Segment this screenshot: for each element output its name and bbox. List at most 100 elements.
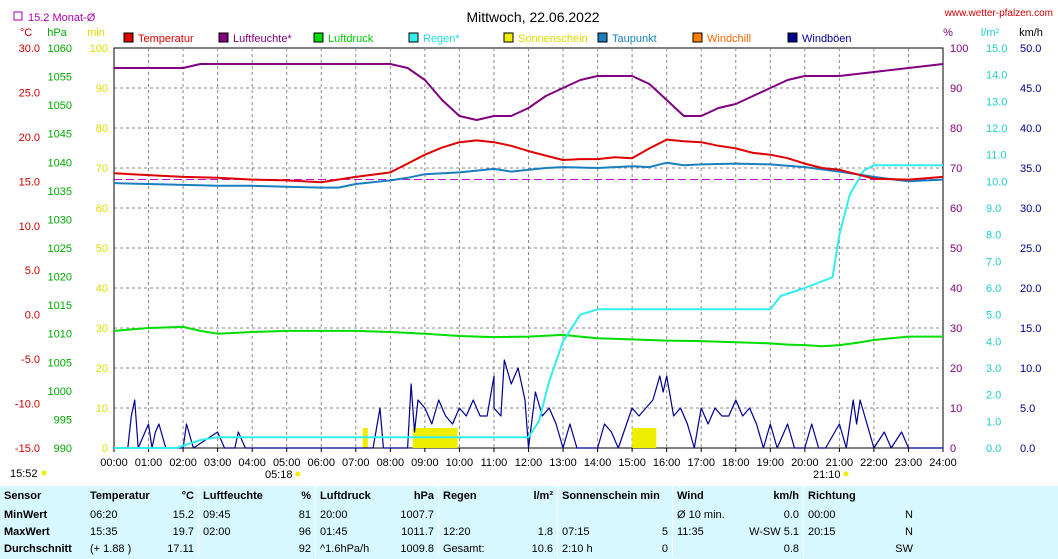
humidity-tick-label: 50 — [950, 243, 962, 255]
temp-tick-label: 5.0 — [25, 265, 40, 277]
legend-label: Regen* — [423, 33, 460, 45]
humidity-tick-label: 80 — [950, 123, 962, 135]
temp-tick-label: 15.0 — [19, 176, 40, 188]
humidity-tick-label: 100 — [950, 43, 968, 55]
hdr-wind-unit: km/h — [773, 490, 799, 502]
legend-label: Taupunkt — [612, 33, 657, 45]
rain-tick-label: 2.0 — [986, 390, 1001, 402]
cell: 01:45 — [315, 523, 390, 540]
series-line-luftfeuchte — [114, 63, 944, 121]
rain-tick-label: 10.0 — [986, 176, 1007, 188]
cell: 11:35 — [672, 523, 735, 540]
chart-grid — [113, 47, 944, 449]
temp-tick-label: 0.0 — [25, 310, 40, 322]
hdr-sensor: Sensor — [4, 490, 42, 502]
x-tick-label: 23:00 — [895, 457, 923, 469]
current-time: 15:52 — [10, 468, 38, 480]
legend-swatch — [218, 32, 229, 43]
humidity-tick-label: 10 — [950, 403, 962, 415]
temp-tick-label: -5.0 — [21, 354, 40, 366]
legend-swatch — [313, 32, 324, 43]
hdr-sonnenschein: Sonnenschein min — [557, 486, 673, 506]
x-tick-label: 04:00 — [238, 457, 266, 469]
temp-tick-label: -10.0 — [15, 399, 40, 411]
cell: 10.6 — [531, 542, 553, 555]
pressure-tick-label: 1030 — [48, 214, 72, 226]
humidity-tick-label: 20 — [950, 363, 962, 375]
x-tick-label: 08:00 — [377, 457, 405, 469]
minutes-tick-label: 80 — [96, 123, 108, 135]
rain-tick-label: 13.0 — [986, 96, 1007, 108]
x-tick-label: 13:00 — [549, 457, 577, 469]
series-line-regen — [114, 164, 943, 449]
x-tick-label: 11:00 — [481, 457, 508, 469]
cell: 00:00 — [802, 506, 870, 523]
temp-tick-label: 30.0 — [19, 43, 40, 55]
monthly-avg-swatch — [13, 11, 23, 21]
wind-tick-label: 15.0 — [1020, 323, 1041, 335]
humidity-tick-label: 90 — [950, 83, 962, 95]
minutes-tick-label: 90 — [96, 83, 108, 95]
cell — [198, 540, 277, 557]
pressure-tick-label: 1040 — [48, 157, 72, 169]
rain-tick-label: 4.0 — [986, 336, 1001, 348]
minutes-tick-label: 60 — [96, 203, 108, 215]
wind-tick-label: 30.0 — [1020, 203, 1041, 215]
cell: N — [905, 525, 913, 538]
site-link[interactable]: www.wetter-pfalzen.com — [944, 8, 1053, 19]
rain-tick-label: 14.0 — [986, 70, 1007, 82]
cell: 19.7 — [172, 525, 194, 538]
temp-tick-label: 10.0 — [19, 221, 40, 233]
pressure-tick-label: 1035 — [48, 186, 72, 198]
legend-label: Luftfeuchte* — [233, 33, 292, 45]
stats-header-row: Sensor Temperatur °C Luftfeuchte % Luftd… — [0, 486, 917, 506]
x-tick-label: 05:00 — [273, 457, 301, 469]
humidity-tick-label: 40 — [950, 283, 962, 295]
series-line-taupunkt — [113, 161, 944, 189]
series-line-luftdruck — [113, 325, 943, 348]
cell — [438, 506, 507, 523]
wind-tick-label: 10.0 — [1020, 363, 1041, 375]
minutes-tick-label: 20 — [96, 363, 108, 375]
pressure-tick-label: 1015 — [48, 300, 72, 312]
pressure-tick-label: 1045 — [48, 129, 72, 141]
humidity-tick-label: 60 — [950, 203, 962, 215]
rain-tick-label: 12.0 — [986, 123, 1007, 135]
cell: 0.8 — [783, 542, 799, 555]
humidity-unit-label: % — [943, 27, 953, 39]
wind-tick-label: 40.0 — [1020, 123, 1041, 135]
cell: MaxWert — [4, 525, 50, 538]
cell — [641, 506, 672, 523]
cell: 20:15 — [802, 523, 870, 540]
x-tick-label: 18:00 — [722, 457, 750, 469]
cell: 02:00 — [198, 523, 277, 540]
hdr-hum-unit: % — [301, 490, 311, 502]
wind-unit-label: km/h — [1019, 27, 1043, 39]
sunset-icon — [843, 471, 849, 477]
sun-icon — [41, 470, 47, 476]
hdr-temp-unit: °C — [181, 490, 194, 502]
x-tick-label: 01:00 — [135, 457, 163, 469]
minutes-unit-label: min — [87, 27, 105, 39]
x-tick-label: 21:00 — [826, 457, 854, 469]
x-tick-label: 16:00 — [653, 457, 681, 469]
rain-tick-label: 11.0 — [986, 150, 1007, 162]
legend-label: Luftdruck — [328, 33, 374, 45]
rain-tick-label: 5.0 — [986, 310, 1001, 322]
hdr-luftfeuchte: Luftfeuchte — [198, 486, 277, 506]
pressure-tick-label: 1025 — [48, 243, 72, 255]
stats-row-max: MaxWert 15:35 19.7 02:00 96 01:45 1011.7… — [0, 523, 917, 540]
cell: 81 — [298, 508, 311, 521]
cell: MinWert — [4, 508, 48, 521]
legend-swatch — [692, 32, 703, 43]
pressure-tick-label: 1000 — [48, 386, 72, 398]
stats-panel: Sensor Temperatur °C Luftfeuchte % Luftd… — [0, 486, 1058, 559]
cell: Gesamt: — [438, 540, 507, 557]
legend-swatch — [123, 32, 134, 43]
wind-tick-label: 20.0 — [1020, 283, 1041, 295]
cell: N — [905, 508, 913, 521]
minutes-tick-label: 50 — [96, 243, 108, 255]
cell — [557, 506, 642, 523]
cell: 1009.8 — [400, 542, 434, 555]
hdr-richtung: Richtung — [803, 486, 917, 506]
